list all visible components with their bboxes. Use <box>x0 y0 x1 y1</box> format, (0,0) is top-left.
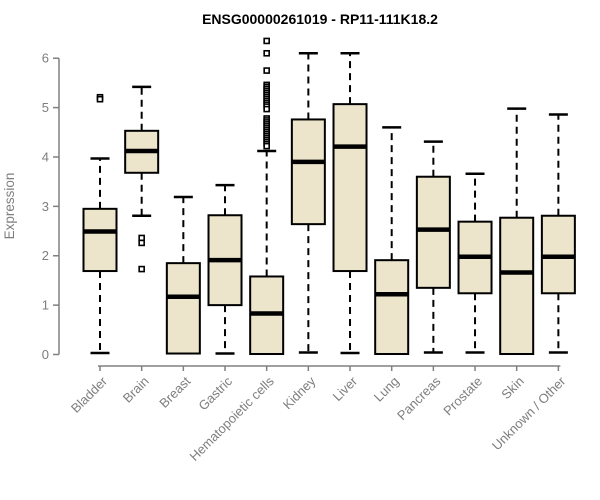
box-lung <box>374 259 410 356</box>
outlier-point-hematopoietic-cells <box>263 37 270 45</box>
box-bladder <box>82 207 118 273</box>
x-category-label: Prostate <box>440 374 485 419</box>
y-axis-label: Expression <box>2 173 17 240</box>
outlier-point-hematopoietic-cells <box>263 142 270 150</box>
outlier-point-hematopoietic-cells <box>263 49 270 57</box>
chart-title: ENSG00000261019 - RP11-111K18.2 <box>202 11 438 27</box>
x-category-label: Breast <box>156 373 193 410</box>
x-category-label: Pancreas <box>394 373 444 423</box>
box-skin <box>499 216 535 356</box>
box-breast <box>165 262 201 355</box>
y-tick-label: 2 <box>42 248 49 263</box>
y-tick-label: 5 <box>42 100 49 115</box>
y-tick-label: 4 <box>42 149 49 164</box>
outlier-point-hematopoietic-cells <box>263 67 270 74</box>
box-pancreas <box>415 175 451 289</box>
x-category-label: Bladder <box>68 373 111 416</box>
outlier-point-brain <box>138 239 145 247</box>
x-category-label: Unknown / Other <box>489 373 569 453</box>
x-category-label: Lung <box>371 374 402 405</box>
box-liver <box>332 103 368 273</box>
outlier-point-bladder <box>96 95 104 103</box>
y-tick-label: 0 <box>42 347 49 362</box>
box-kidney <box>290 118 326 226</box>
y-tick-label: 1 <box>42 298 49 313</box>
outlier-point-brain <box>138 265 145 273</box>
x-category-label: Skin <box>498 374 526 402</box>
y-tick-label: 6 <box>42 51 49 66</box>
x-category-label: Brain <box>120 374 152 406</box>
x-category-label: Kidney <box>280 373 319 412</box>
outlier-point-hematopoietic-cells <box>263 105 270 113</box>
x-category-label: Gastric <box>195 373 235 413</box>
y-tick-label: 3 <box>42 199 49 214</box>
x-category-label: Liver <box>330 373 361 404</box>
